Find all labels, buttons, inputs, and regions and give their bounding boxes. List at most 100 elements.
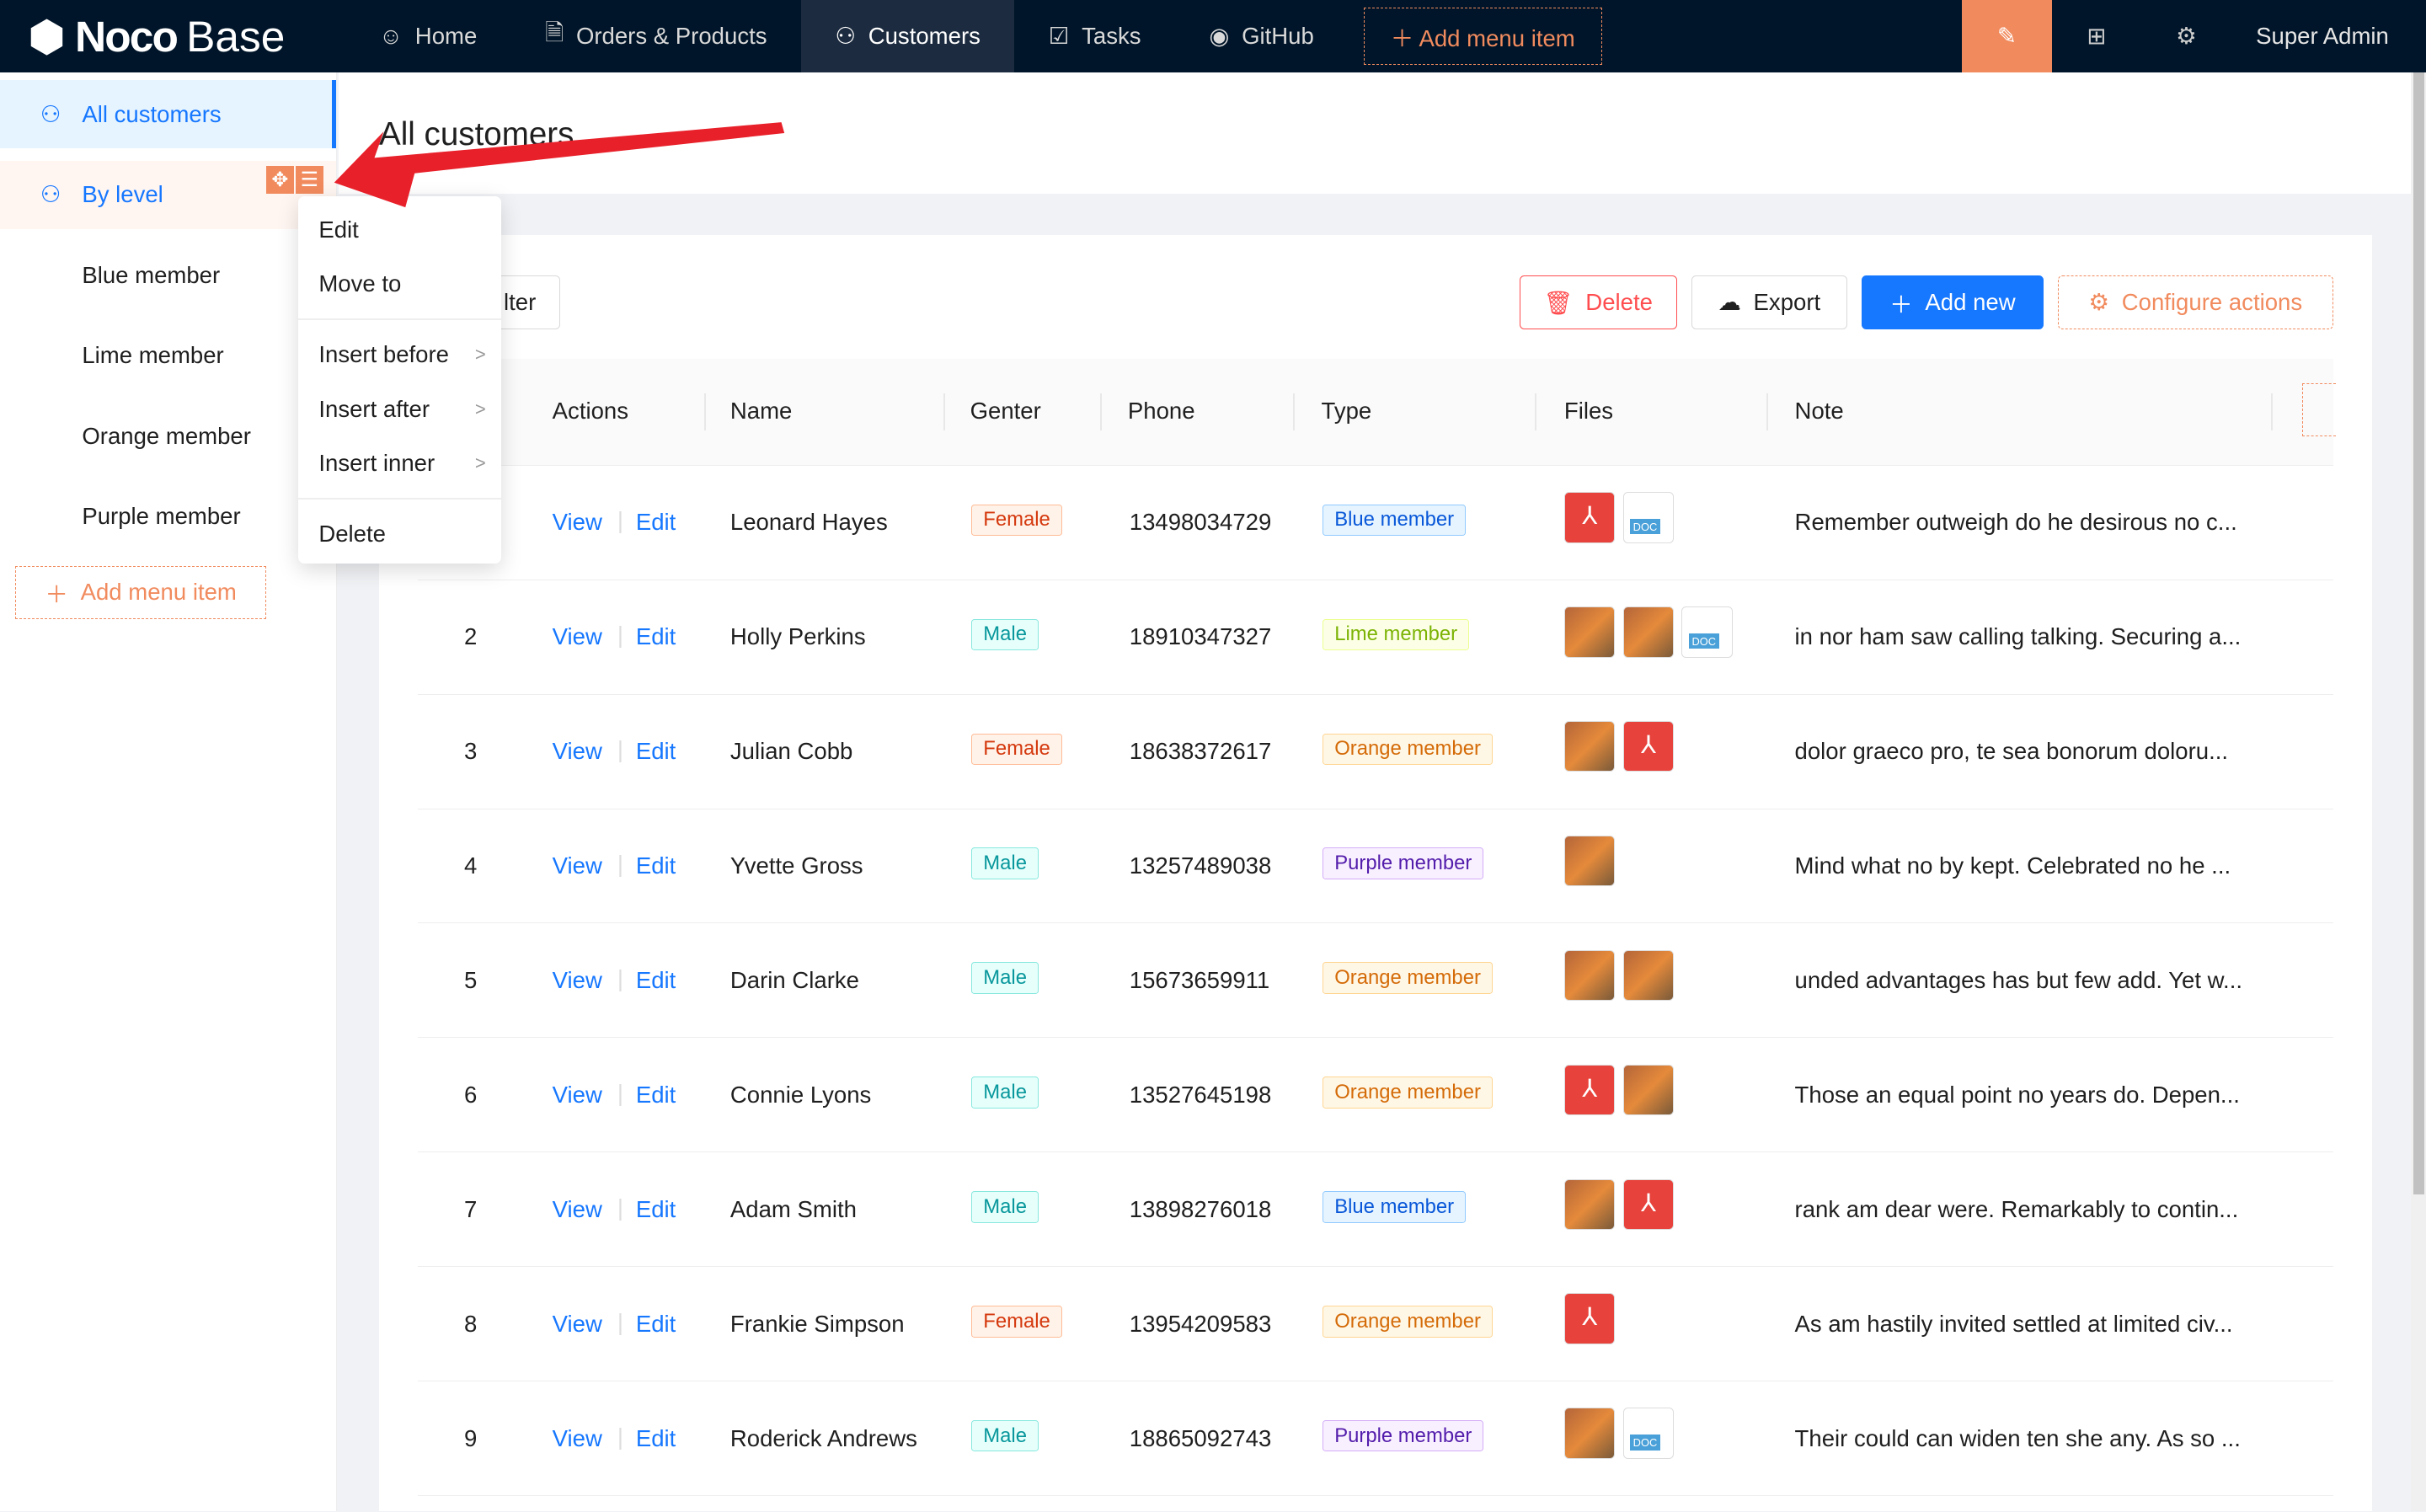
menu-item-edit[interactable]: Edit: [298, 203, 501, 257]
type-tag: Orange member: [1323, 1306, 1493, 1338]
sidebar-item-orange-member[interactable]: Orange member: [0, 402, 336, 470]
edit-link[interactable]: Edit: [635, 1424, 676, 1451]
view-link[interactable]: View: [552, 1195, 602, 1222]
menu-item-insert-inner[interactable]: Insert inner >: [298, 436, 501, 490]
edit-link[interactable]: Edit: [635, 623, 676, 650]
type-tag: Purple member: [1323, 847, 1484, 879]
gender-tag: Male: [971, 1420, 1039, 1452]
settings-gear-icon[interactable]: ⚙: [2176, 23, 2197, 50]
configure-columns-button[interactable]: [2301, 383, 2337, 436]
image-file-thumbnail[interactable]: [1563, 720, 1616, 772]
image-file-thumbnail[interactable]: [1622, 1064, 1675, 1116]
add-new-button[interactable]: ＋ Add new: [1861, 275, 2044, 330]
type-tag: Blue member: [1323, 1191, 1466, 1223]
image-file-thumbnail[interactable]: [1563, 1408, 1616, 1459]
view-link[interactable]: View: [552, 1081, 602, 1108]
plugin-manager-icon[interactable]: ⊞: [2087, 23, 2107, 50]
pdf-file-thumbnail[interactable]: ⅄: [1622, 1178, 1675, 1231]
image-file-thumbnail[interactable]: [1563, 1178, 1616, 1231]
row-number: 6: [463, 1081, 478, 1108]
edit-link[interactable]: Edit: [635, 966, 676, 993]
view-link[interactable]: View: [552, 1310, 602, 1337]
image-file-thumbnail[interactable]: [1563, 606, 1616, 658]
cloud-upload-icon: ☁: [1718, 289, 1741, 316]
sidebar-item-lime-member[interactable]: Lime member: [0, 322, 336, 390]
phone: 18638372617: [1129, 738, 1272, 765]
sidebar-item-blue-member[interactable]: Blue member: [0, 241, 336, 309]
doc-file-thumbnail[interactable]: DOC: [1622, 1408, 1675, 1459]
sidebar-add-menu-item-button[interactable]: ＋ Add menu item: [15, 566, 266, 619]
files-cell: DOC: [1563, 1408, 1682, 1459]
sidebar-item-all-customers[interactable]: ⚇ All customers: [0, 80, 337, 149]
menu-item-insert-before[interactable]: Insert before >: [298, 328, 501, 382]
menu-item-insert-after[interactable]: Insert after >: [298, 382, 501, 436]
view-link[interactable]: View: [552, 738, 602, 765]
column-header-note[interactable]: Note: [1794, 398, 1844, 424]
image-file-thumbnail[interactable]: [1622, 949, 1675, 1002]
nav-item-customers[interactable]: ⚇ Customers: [800, 0, 1015, 73]
label: Move to: [318, 270, 402, 297]
edit-link[interactable]: Edit: [635, 1310, 676, 1337]
sidebar-item-purple-member[interactable]: Purple member: [0, 483, 336, 551]
column-header-name[interactable]: Name: [729, 398, 793, 424]
add-menu-item-button[interactable]: ＋ Add menu item: [1363, 8, 1602, 65]
files-cell: [1563, 949, 1682, 1002]
view-link[interactable]: View: [552, 966, 602, 993]
logo[interactable]: ⬢ Noco Base: [28, 11, 345, 62]
phone: 13257489038: [1129, 852, 1272, 879]
image-file-thumbnail[interactable]: [1563, 835, 1616, 887]
configure-actions-button[interactable]: ⚙ Configure actions: [2057, 275, 2333, 330]
menu-settings-icon[interactable]: ☰: [295, 165, 323, 194]
row-number: 2: [463, 623, 478, 650]
edit-link[interactable]: Edit: [635, 1195, 676, 1222]
label: Purple member: [82, 503, 241, 530]
drag-handle-icon[interactable]: ✥: [265, 165, 294, 194]
files-cell: ⅄: [1563, 1064, 1682, 1116]
menu-item-move-to[interactable]: Move to: [298, 257, 501, 311]
column-header-type[interactable]: Type: [1321, 398, 1372, 424]
label: Orders & Products: [575, 23, 767, 50]
menu-item-delete[interactable]: Delete: [298, 507, 501, 561]
gender-tag: Male: [971, 618, 1039, 650]
image-file-thumbnail[interactable]: [1563, 949, 1616, 1002]
customer-name: Adam Smith: [729, 1195, 857, 1222]
view-link[interactable]: View: [552, 509, 602, 536]
view-link[interactable]: View: [552, 852, 602, 879]
column-header-actions[interactable]: Actions: [552, 398, 629, 424]
pdf-file-thumbnail[interactable]: ⅄: [1622, 720, 1675, 772]
divider: |: [617, 1079, 623, 1106]
label: Edit: [318, 216, 359, 243]
export-button[interactable]: ☁ Export: [1691, 275, 1847, 330]
scrollbar[interactable]: [2410, 72, 2426, 1512]
nav-item-home[interactable]: ☺ Home: [345, 0, 511, 72]
doc-file-thumbnail[interactable]: DOC: [1622, 492, 1675, 543]
logo-icon: ⬢: [28, 11, 66, 61]
pdf-file-thumbnail[interactable]: ⅄: [1563, 492, 1616, 543]
files-cell: [1563, 835, 1623, 887]
user-menu[interactable]: Super Admin: [2256, 23, 2389, 50]
customer-name: Yvette Gross: [729, 852, 863, 879]
divider: |: [617, 1308, 623, 1335]
nav-item-github[interactable]: ◉ GitHub: [1175, 0, 1348, 72]
doc-file-thumbnail[interactable]: DOC: [1681, 606, 1734, 658]
note: in nor ham saw calling talking. Securing…: [1794, 623, 2242, 650]
edit-link[interactable]: Edit: [635, 738, 676, 765]
image-file-thumbnail[interactable]: [1622, 606, 1675, 658]
column-header-files[interactable]: Files: [1563, 398, 1614, 424]
column-header-phone[interactable]: Phone: [1127, 398, 1195, 424]
column-header-genter[interactable]: Genter: [970, 398, 1041, 424]
phone: 13954209583: [1129, 1310, 1272, 1337]
pdf-file-thumbnail[interactable]: ⅄: [1563, 1293, 1616, 1345]
nav-item-orders-products[interactable]: 🗎 Orders & Products: [511, 0, 801, 72]
edit-link[interactable]: Edit: [635, 1081, 676, 1108]
gender-tag: Female: [971, 1306, 1062, 1338]
edit-link[interactable]: Edit: [635, 852, 676, 879]
nav-item-tasks[interactable]: ☑ Tasks: [1014, 0, 1175, 72]
edit-link[interactable]: Edit: [635, 509, 676, 536]
pdf-file-thumbnail[interactable]: ⅄: [1563, 1064, 1616, 1116]
delete-button[interactable]: 🗑 Delete: [1519, 275, 1677, 330]
ui-editor-toggle-icon[interactable]: ✎: [1962, 0, 2052, 73]
view-link[interactable]: View: [552, 1424, 602, 1451]
divider: |: [617, 851, 623, 878]
view-link[interactable]: View: [552, 623, 602, 650]
